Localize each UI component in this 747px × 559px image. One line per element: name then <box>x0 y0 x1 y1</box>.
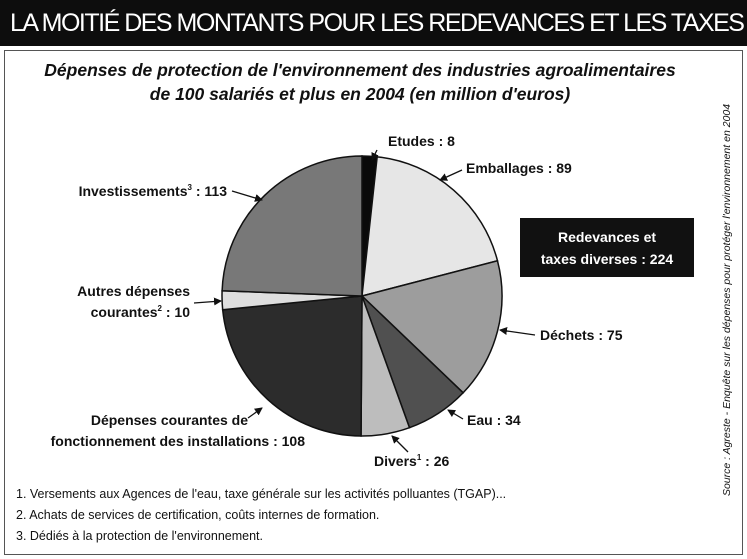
leader-dechets <box>499 327 536 336</box>
pie-slices <box>221 155 503 437</box>
pie-slice-depenses-courantes-de-fonctionnement-des-installations <box>221 295 363 437</box>
label-autres-sup: 2 <box>158 304 163 313</box>
pie-slice-emballages <box>361 155 499 297</box>
chart-title: Dépenses de protection de l'environnemen… <box>20 58 700 106</box>
footnote-2: 2. Achats de services de certification, … <box>16 508 380 522</box>
label-divers: Divers1 : 26 <box>374 453 449 469</box>
label-invest: Investissements3 : 113 <box>79 183 228 199</box>
pie-slice-dechets <box>360 259 503 394</box>
label-invest-sup: 3 <box>188 183 193 192</box>
label-autres-line-1: Autres dépenses <box>77 283 190 299</box>
footnotes: 1. Versements aux Agences de l'eau, taxe… <box>16 484 696 547</box>
label-divers-value: : 26 <box>421 453 449 469</box>
label-invest-value: : 113 <box>192 183 227 199</box>
callout-box <box>520 218 694 277</box>
label-autres-name: courantes <box>91 304 158 320</box>
label-depenses-line-2: fonctionnement des installations : 108 <box>51 433 306 449</box>
leader-depenses <box>247 407 263 419</box>
banner-title: LA MOITIÉ DES MONTANTS POUR LES REDEVANC… <box>0 0 747 46</box>
label-autres-value: : 10 <box>162 304 190 320</box>
label-emballages: Emballages : 89 <box>466 160 572 176</box>
chart-panel <box>4 50 743 555</box>
label-divers-sup: 1 <box>417 453 422 462</box>
footnote-3: 3. Dédiés à la protection de l'environne… <box>16 529 263 543</box>
callout-redevances: Redevances et taxes diverses : 224 <box>520 218 694 277</box>
leader-divers <box>391 435 409 453</box>
label-divers-name: Divers <box>374 453 417 469</box>
pie-slice-investissements <box>221 155 363 297</box>
label-autres-line-2: courantes2 : 10 <box>91 304 191 320</box>
chart-title-line-1: Dépenses de protection de l'environnemen… <box>44 60 676 80</box>
label-depenses-line-1: Dépenses courantes de <box>91 412 248 428</box>
label-dechets: Déchets : 75 <box>540 327 623 343</box>
leader-etudes <box>371 149 379 161</box>
label-etudes: Etudes : 8 <box>388 133 455 149</box>
leader-lines <box>193 149 536 453</box>
source-text: Source : Agreste - Enquête sur les dépen… <box>721 103 733 497</box>
callout-line-2: taxes diverses : 224 <box>541 251 674 267</box>
footnote-1: 1. Versements aux Agences de l'eau, taxe… <box>16 487 507 501</box>
leader-autres <box>193 297 222 306</box>
label-eau: Eau : 34 <box>467 412 521 428</box>
leader-emballages <box>439 169 463 181</box>
label-invest-name: Investissements <box>79 183 188 199</box>
leader-eau <box>447 409 464 420</box>
callout-line-1: Redevances et <box>558 229 656 245</box>
leader-invest <box>231 190 263 202</box>
chart-title-line-2: de 100 salariés et plus en 2004 (en mill… <box>149 84 571 104</box>
